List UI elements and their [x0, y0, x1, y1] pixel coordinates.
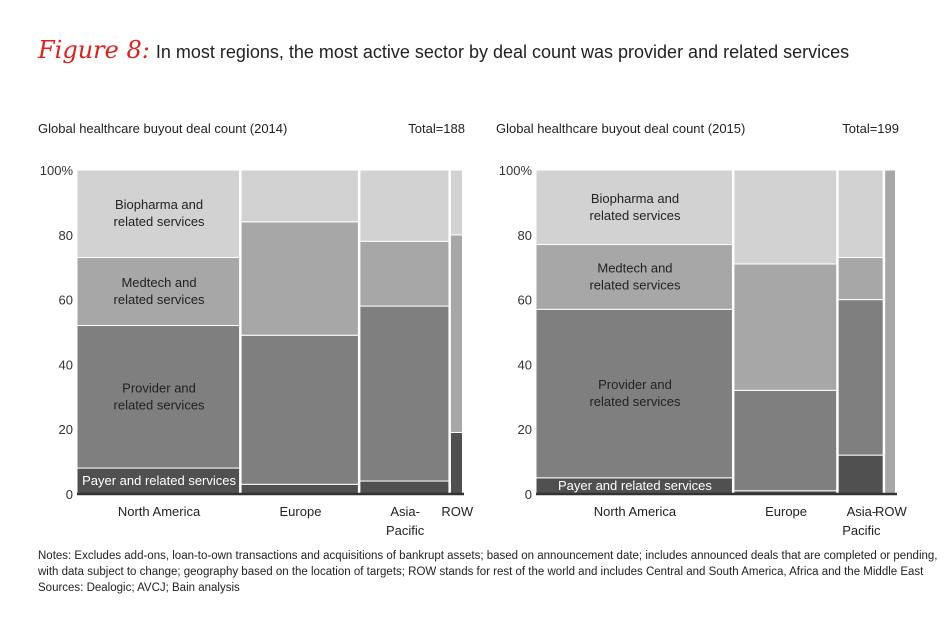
bar-provider-north-america-0: [76, 325, 241, 469]
y-tick-label-0-5: 0: [66, 487, 73, 502]
bar-biopharma-asia-pacific-0: [359, 169, 450, 242]
sources: Sources: Dealogic; AVCJ; Bain analysis: [38, 582, 240, 594]
segment-label-biopharma-1: related services: [589, 208, 681, 223]
y-tick-label-1-0: 100%: [499, 163, 533, 178]
y-tick-label-0-4: 20: [59, 422, 73, 437]
segment-label-biopharma-0: Biopharma and: [115, 197, 203, 212]
bar-medtech-asia-pacific-0: [359, 240, 450, 307]
bar-biopharma-europe-0: [240, 169, 359, 223]
x-label-asia-pacific-0: Pacific: [386, 523, 425, 538]
segment-label-provider-0: Provider and: [122, 380, 196, 395]
segment-label-provider-1: related services: [589, 394, 681, 409]
segment-label-biopharma-1: Biopharma and: [591, 191, 679, 206]
y-tick-label-1-5: 0: [525, 487, 532, 502]
notes-line-2: with data subject to change; geography b…: [38, 566, 924, 578]
bar-provider-europe-1: [733, 389, 838, 492]
x-label-north-america-0: North America: [118, 504, 201, 519]
segment-label-provider-0: related services: [114, 397, 206, 412]
y-tick-label-1-2: 60: [518, 293, 532, 308]
y-tick-label-0-0: 100%: [40, 163, 74, 178]
y-tick-label-1-3: 40: [518, 357, 532, 372]
chart-2014-title: Global healthcare buyout deal count (201…: [38, 121, 288, 136]
x-label-row-0: ROW: [441, 504, 474, 519]
bar-biopharma-row-0: [449, 169, 463, 236]
y-tick-label-0-3: 40: [59, 357, 73, 372]
bar-medtech-north-america-1: [535, 244, 733, 310]
figure-headline: In most regions, the most active sector …: [155, 42, 850, 62]
bar-provider-north-america-1: [535, 308, 733, 479]
x-label-north-america-1: North America: [594, 504, 677, 519]
y-tick-label-1-1: 80: [518, 228, 532, 243]
figure-title: Figure 8: In most regions, the most activ…: [38, 36, 849, 64]
segment-label-provider-1: Provider and: [598, 377, 672, 392]
segment-label-medtech-1: related services: [589, 277, 681, 292]
bar-biopharma-asia-pacific-1: [837, 169, 884, 258]
y-tick-label-0-1: 80: [59, 228, 73, 243]
x-label-asia-pacific-0: Asia-: [390, 504, 420, 519]
chart-2015: 100% 80 60 40 20 0 North America Europe Asia- Pac…: [499, 163, 908, 538]
bar-biopharma-north-america-1: [535, 169, 733, 246]
segment-label-medtech-0: Medtech and: [121, 275, 196, 290]
bar-medtech-europe-0: [240, 221, 359, 336]
segment-label-biopharma-0: related services: [114, 214, 206, 229]
bar-biopharma-europe-1: [733, 169, 838, 265]
segment-label-medtech-0: related services: [114, 292, 206, 307]
chart-2014: 100% 80 60 40 20 0 North America Europe Asia- Pac…: [40, 163, 474, 538]
chart-2014-total: Total=188: [408, 121, 465, 136]
bar-provider-europe-0: [240, 334, 359, 485]
bar-provider-asia-pacific-0: [359, 305, 450, 482]
bar-medtech-asia-pacific-1: [837, 256, 884, 301]
chart-2015-title: Global healthcare buyout deal count (201…: [496, 121, 746, 136]
bar-medtech-north-america-0: [76, 256, 241, 327]
bar-biopharma-north-america-0: [76, 169, 241, 258]
bar-provider-asia-pacific-1: [837, 299, 884, 456]
notes: Notes: Excludes add-ons, loan-to-own tra…: [38, 548, 938, 596]
x-label-europe-1: Europe: [765, 504, 807, 519]
figure-label: Figure 8:: [38, 36, 150, 64]
bar-medtech-row-1: [884, 169, 896, 495]
segment-label-payer-0: Payer and related services: [82, 473, 236, 488]
x-label-asia-pacific-1: Pacific: [842, 523, 881, 538]
y-tick-label-0-2: 60: [59, 293, 73, 308]
notes-line-1: Notes: Excludes add-ons, loan-to-own tra…: [38, 550, 938, 562]
bar-payer-asia-pacific-1: [837, 454, 884, 495]
x-label-row-1: ROW: [875, 504, 908, 519]
segment-label-medtech-1: Medtech and: [597, 260, 672, 275]
y-tick-label-1-4: 20: [518, 422, 532, 437]
x-label-europe-0: Europe: [280, 504, 322, 519]
x-label-asia-pacific-1: Asia-: [847, 504, 877, 519]
chart-2015-total: Total=199: [842, 121, 899, 136]
bar-medtech-europe-1: [733, 263, 838, 391]
segment-label-payer-1: Payer and related services: [558, 478, 712, 493]
